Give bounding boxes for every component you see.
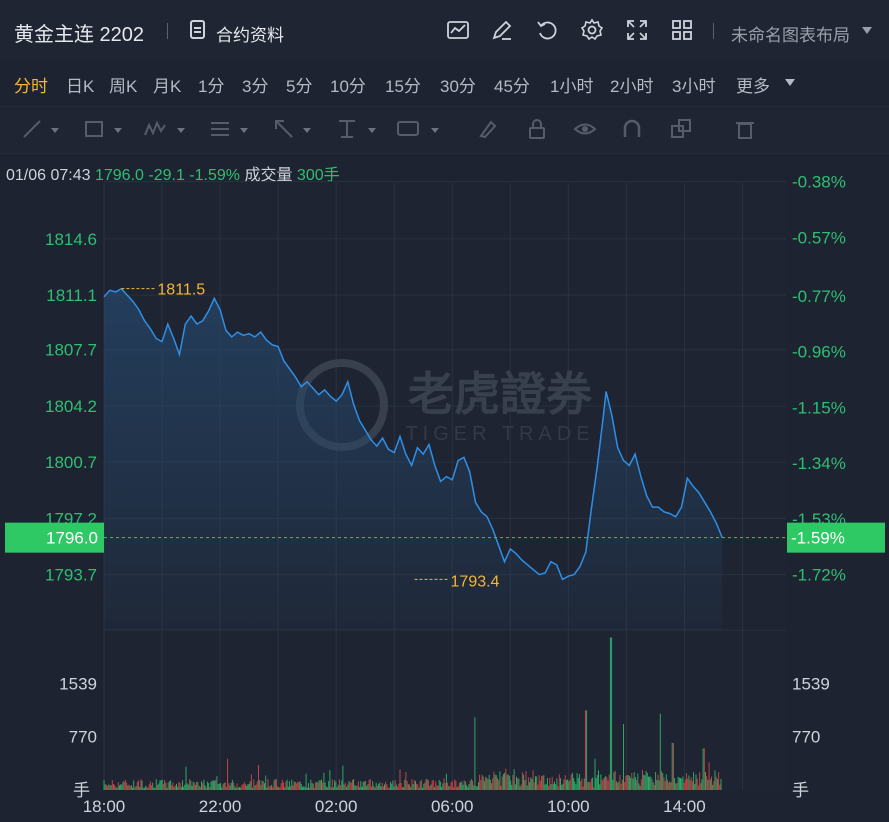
period-tab-1[interactable]: 日K [66, 77, 95, 96]
x-tick-label: 18:00 [83, 797, 126, 816]
lock-icon[interactable] [525, 117, 549, 141]
volume-tick-left: 770 [69, 728, 97, 747]
y-tick-left: 1793.7 [45, 566, 97, 585]
text-align-tool-icon[interactable] [335, 117, 359, 141]
price-info-bar: 01/06 07:43 1796.0 -29.1 -1.59% 成交量 300手 [6, 161, 340, 185]
wave-tool-icon[interactable] [143, 117, 167, 141]
y-tick-left: 1811.1 [46, 286, 97, 305]
fibonacci-tool-icon[interactable] [208, 117, 232, 141]
volume-tick-left: 1539 [59, 674, 97, 693]
info-change: -29.1 [148, 167, 185, 184]
divider [713, 23, 714, 39]
magnet-icon[interactable] [620, 117, 644, 141]
info-volume-label: 成交量 [244, 167, 293, 184]
y-tick-right: -0.96% [792, 343, 846, 362]
x-tick-label: 14:00 [663, 797, 706, 816]
instrument-title[interactable]: 黄金主连 2202 [14, 24, 145, 46]
y-tick-right: -0.57% [792, 228, 846, 247]
info-volume: 300手 [296, 167, 340, 184]
info-datetime: 01/06 07:43 [6, 167, 91, 184]
period-tab-6[interactable]: 5分 [286, 77, 313, 96]
current-price-label: 1796.0 [46, 529, 98, 548]
period-tab-5[interactable]: 3分 [242, 77, 269, 96]
volume-unit-right: 手 [792, 781, 809, 800]
watermark-text-en: TIGER TRADE [405, 423, 594, 445]
volume-tick-right: 770 [792, 728, 820, 747]
period-tab-0[interactable]: 分时 [14, 77, 48, 96]
contract-info-link[interactable]: 合约资料 [216, 26, 284, 45]
x-tick-label: 22:00 [199, 797, 242, 816]
top-toolbar: 黄金主连 2202 合约资料 未命名图表布局 [0, 0, 889, 60]
arrow-tool-icon[interactable] [272, 117, 296, 141]
price-area [104, 288, 723, 630]
edit-icon[interactable] [490, 18, 514, 42]
x-tick-label: 02:00 [315, 797, 358, 816]
chevron-down-icon[interactable] [114, 128, 122, 133]
y-tick-right: -1.34% [792, 454, 846, 473]
chevron-down-icon[interactable] [431, 128, 439, 133]
chevron-down-icon[interactable] [240, 128, 248, 133]
current-pct-label: -1.59% [791, 529, 845, 548]
y-tick-left: 1800.7 [45, 453, 97, 472]
chevron-down-icon[interactable] [368, 128, 376, 133]
period-tab-4[interactable]: 1分 [198, 77, 225, 96]
eye-icon[interactable] [573, 117, 597, 141]
period-tabs: 分时 日K 周K 月K 1分 3分 5分 10分 15分 30分 45分 1小时 2小时 3小时 更多 [0, 60, 889, 106]
layout-selector[interactable]: 未命名图表布局 [731, 26, 850, 45]
volume-unit-left: 手 [73, 781, 90, 800]
fullscreen-icon[interactable] [625, 18, 649, 42]
high-label: 1811.5 [157, 282, 205, 299]
period-tab-12[interactable]: 2小时 [610, 77, 654, 96]
document-icon[interactable] [190, 20, 205, 39]
chevron-down-icon[interactable] [303, 128, 311, 133]
chevron-down-icon[interactable] [785, 79, 795, 86]
period-tab-7[interactable]: 10分 [330, 77, 366, 96]
x-tick-label: 06:00 [431, 797, 474, 816]
y-tick-right: -0.77% [792, 287, 846, 306]
trash-icon[interactable] [733, 117, 757, 141]
layers-icon[interactable] [669, 117, 693, 141]
period-tab-13[interactable]: 3小时 [672, 77, 716, 96]
low-label: 1793.4 [451, 573, 500, 590]
y-tick-right: -1.15% [792, 398, 846, 417]
period-tab-11[interactable]: 1小时 [550, 77, 594, 96]
line-tool-icon[interactable] [20, 117, 44, 141]
current-pct-badge [787, 522, 885, 553]
chevron-down-icon[interactable] [862, 27, 872, 34]
info-change-pct: -1.59% [189, 167, 240, 184]
number-label-tool-icon[interactable] [396, 117, 420, 141]
y-tick-left: 1804.2 [45, 397, 97, 416]
price-line[interactable] [103, 287, 723, 581]
divider [167, 23, 168, 39]
reset-icon[interactable] [535, 18, 559, 42]
y-tick-left: 1814.6 [45, 230, 97, 249]
chevron-down-icon[interactable] [177, 128, 185, 133]
volume-tick-right: 1539 [792, 674, 830, 693]
chart-settings-icon[interactable] [446, 18, 470, 42]
y-tick-right: -0.38% [792, 173, 846, 192]
grid-layout-icon[interactable] [670, 18, 694, 42]
current-price-badge [5, 522, 104, 553]
period-tab-3[interactable]: 月K [153, 77, 182, 96]
period-tab-14[interactable]: 更多 [736, 77, 770, 96]
gear-icon[interactable] [580, 18, 604, 42]
watermark-text-cn: 老虎證券 [408, 368, 593, 420]
y-tick-right: -1.72% [792, 565, 846, 584]
y-tick-left: 1807.7 [45, 341, 97, 360]
period-tab-2[interactable]: 周K [109, 77, 138, 96]
rectangle-tool-icon[interactable] [82, 117, 106, 141]
period-tab-8[interactable]: 15分 [385, 77, 421, 96]
x-tick-label: 10:00 [547, 797, 590, 816]
chevron-down-icon[interactable] [51, 128, 59, 133]
info-price: 1796.0 [94, 167, 144, 184]
brush-icon[interactable] [476, 117, 500, 141]
drawing-toolbar [0, 106, 889, 154]
period-tab-10[interactable]: 45分 [494, 77, 530, 96]
period-tab-9[interactable]: 30分 [440, 77, 476, 96]
